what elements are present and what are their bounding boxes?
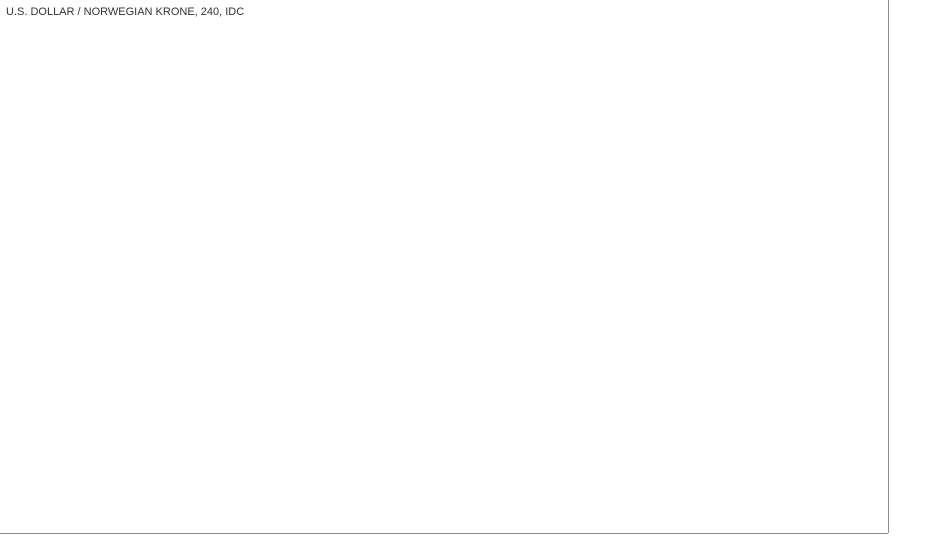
chart-title: U.S. DOLLAR / NORWEGIAN KRONE, 240, IDC [6,6,244,18]
